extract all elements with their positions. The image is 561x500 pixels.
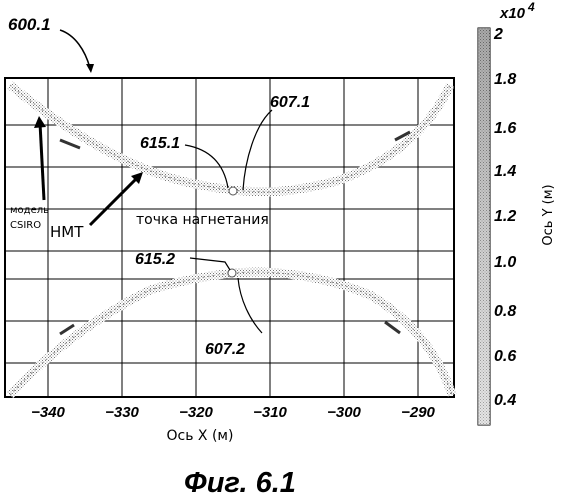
label-injection-point: точка нагнетания: [136, 212, 269, 228]
label-model-line1: модель: [10, 205, 49, 216]
figure-ref-arrow: [60, 30, 90, 68]
injection-point-lower: [228, 269, 236, 277]
x-tick-label: −340: [31, 404, 65, 421]
x-axis-label: Ось X (м): [167, 428, 234, 444]
figure-ref-arrowhead: [86, 64, 94, 73]
x-tick-label: −320: [179, 404, 213, 421]
x-tick-label: −300: [327, 404, 361, 421]
x-tick-label: −290: [401, 404, 435, 421]
injection-point-upper: [229, 187, 237, 195]
colorbar-tick-label: 1.2: [494, 208, 516, 225]
label-model-line2: CSIRO: [10, 220, 41, 231]
x-tick-labels: −340 −330 −320 −310 −300 −290: [31, 404, 435, 421]
label-607-1: 607.1: [270, 94, 310, 111]
figure-ref-number: 600.1: [8, 15, 51, 34]
colorbar-tick-label: 0.4: [494, 392, 516, 409]
colorbar-multiplier-exponent: 4: [527, 0, 535, 14]
label-615-1: 615.1: [140, 135, 180, 152]
label-615-2: 615.2: [135, 251, 175, 268]
colorbar-tick-label: 0.6: [494, 348, 516, 365]
colorbar-tick-labels: 2 1.8 1.6 1.4 1.2 1.0 0.8 0.6 0.4: [493, 26, 516, 409]
colorbar-tick-label: 1.4: [494, 163, 516, 180]
colorbar-multiplier: x10: [499, 5, 526, 22]
x-tick-label: −310: [253, 404, 287, 421]
x-tick-label: −330: [105, 404, 139, 421]
colorbar-texture: [478, 28, 490, 425]
colorbar-tick-label: 2: [493, 26, 503, 43]
colorbar-tick-label: 1.6: [494, 120, 516, 137]
label-hmt: НМТ: [50, 223, 84, 241]
figure-caption: Фиг. 6.1: [184, 467, 296, 499]
colorbar-tick-label: 1.0: [494, 254, 516, 271]
colorbar-axis-label: Ось Y (м): [541, 184, 556, 245]
colorbar-tick-label: 0.8: [494, 303, 516, 320]
colorbar-tick-label: 1.8: [494, 71, 516, 88]
label-607-2: 607.2: [205, 341, 245, 358]
